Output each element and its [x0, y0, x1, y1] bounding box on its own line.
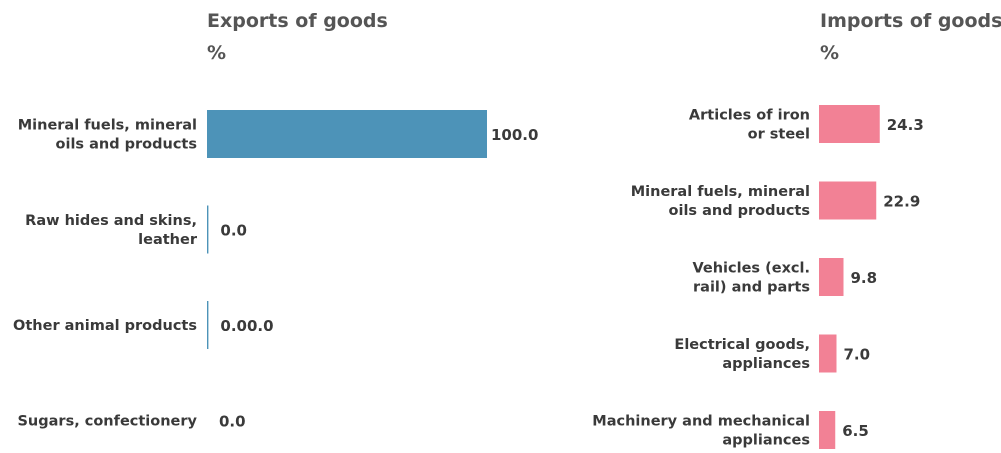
imports-bar: [819, 258, 844, 296]
exports-category-label: Sugars, confectionery: [17, 414, 197, 430]
exports-chart: 100.0 Mineral fuels, mineral oils and prod…: [13, 110, 538, 431]
exports-value-label: 0.0: [220, 222, 247, 240]
imports-value-label: 9.8: [851, 269, 878, 287]
imports-chart: 24.3 Articles of iron or steel 22.9 Mineral …: [592, 105, 924, 449]
imports-bar: [819, 181, 877, 220]
imports-category-label: Articles of iron or steel: [689, 108, 810, 143]
imports-category-label: Mineral fuels, mineral oils and products: [631, 184, 810, 219]
imports-bar: [819, 105, 880, 143]
imports-value-label: 7.0: [844, 346, 871, 364]
exports-value-label: 100.0: [491, 126, 538, 144]
imports-title: Imports of goods: [820, 10, 1001, 32]
exports-value-label: 0.0: [219, 413, 246, 431]
exports-value-label: 0.00.0: [220, 317, 273, 335]
exports-category-label: Mineral fuels, mineral oils and products: [18, 118, 197, 153]
exports-bar: [207, 301, 209, 349]
imports-value-label: 22.9: [883, 193, 920, 211]
imports-bar: [819, 334, 837, 373]
exports-bar: [207, 205, 209, 254]
imports-category-label: Electrical goods, appliances: [674, 337, 810, 372]
imports-category-label: Machinery and mechanical appliances: [592, 414, 810, 449]
imports-bar: [819, 411, 836, 449]
imports-value-label: 6.5: [842, 422, 869, 440]
exports-unit: %: [207, 42, 227, 64]
imports-category-label: Vehicles (excl. rail) and parts: [692, 261, 810, 296]
exports-bar: [207, 110, 487, 158]
exports-title: Exports of goods: [207, 10, 388, 32]
exports-category-label: Raw hides and skins, leather: [25, 213, 198, 248]
exports-category-label: Other animal products: [13, 318, 197, 334]
imports-value-label: 24.3: [887, 116, 924, 134]
imports-unit: %: [820, 42, 840, 64]
